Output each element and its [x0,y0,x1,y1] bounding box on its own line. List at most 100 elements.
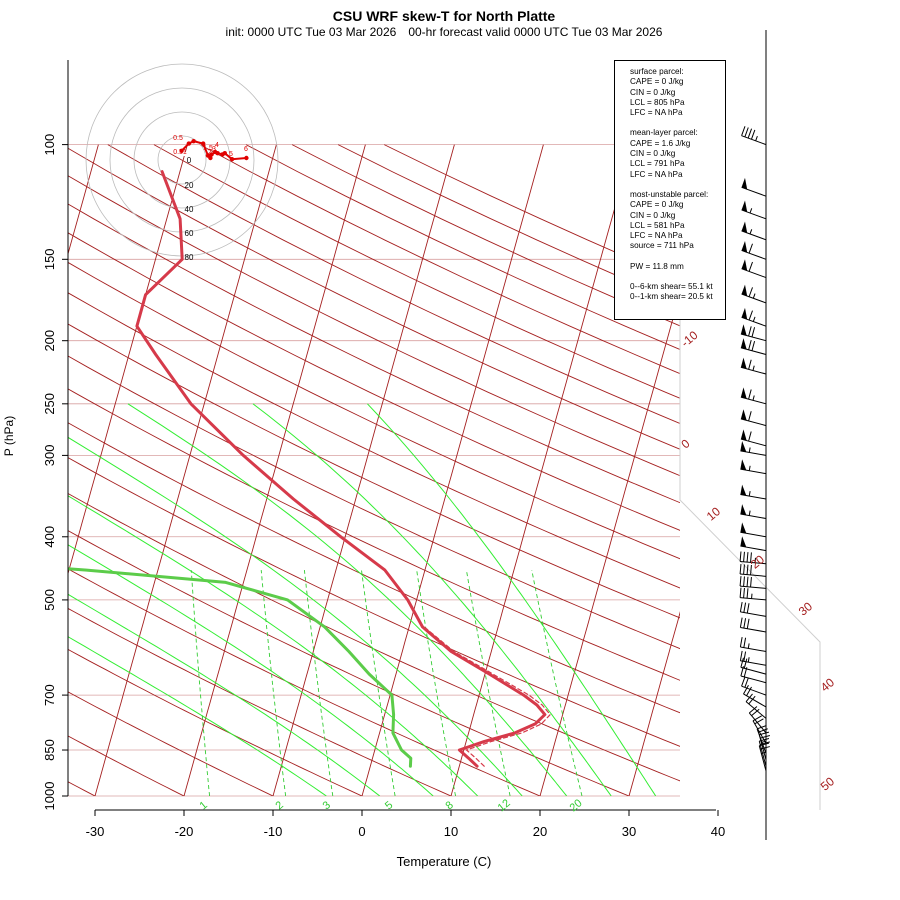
dry-adiabat-line [68,735,186,796]
mixing-ratio-line [416,570,457,796]
x-tick-label: -20 [175,824,194,839]
hodograph-point [201,141,206,146]
wind-barb [740,459,767,475]
isotherm-label: 0 [678,436,692,451]
moist-adiabat-line [68,636,327,796]
surface-lcl: LCL = 805 hPa [630,97,685,107]
x-tick-label: -30 [86,824,105,839]
surface-cin: CIN = 0 J/kg [630,87,676,97]
wind-barb [739,576,767,589]
isotherm-line [68,144,188,576]
isotherm-label: 30 [796,599,815,619]
wind-barb [745,693,767,719]
hodograph-height-label: 1.5 [203,145,213,152]
temperature-line [135,170,547,768]
wind-barb [758,742,770,771]
x-tick-label: 10 [444,824,458,839]
x-tick-label: 20 [533,824,547,839]
isotherm-line [272,144,455,796]
dry-adiabat-line [199,144,680,375]
hodograph-height-label: 6 [244,146,248,153]
dry-adiabat-line [68,388,680,681]
y-tick-label: 200 [42,330,57,352]
hodograph-point [213,149,218,155]
wind-barb-column [739,30,770,840]
hodograph-point [191,139,196,144]
forecast-valid-time: 00-hr forecast valid 0000 UTC Tue 03 Mar… [408,25,663,39]
mixing-ratio-line [303,570,334,796]
init-time: init: 0000 UTC Tue 03 Mar 2026 [225,25,397,39]
wind-barb [739,617,767,633]
hodograph-height-label: 0.5 [173,135,183,142]
wind-barb [740,357,767,375]
x-tick-label: -10 [264,824,283,839]
moist-adiabat-lines [68,403,657,796]
hodograph-ring-label: 60 [185,229,194,238]
shear-0-6km: 0--6-km shear= 55.1 kt [630,282,713,292]
wind-barb [741,126,767,146]
most-unstable-source: source = 711 hPa [630,241,694,251]
hodograph-point [244,155,249,161]
moist-adiabat-line [252,403,612,796]
parcel-info-box: surface parcel: CAPE = 0 J/kg CIN = 0 J/… [614,60,726,320]
wind-barb [741,200,767,220]
isotherm-line [183,144,366,796]
y-tick-label: 500 [42,589,57,611]
hodograph-point [186,141,191,146]
dry-adiabat-line [68,203,680,504]
hodograph-point [205,153,211,158]
dewpoint-line [68,567,413,768]
wind-barb [740,429,767,447]
surface-lfc: LFC = NA hPa [630,108,683,118]
wind-barb [748,706,767,734]
isotherm-label: -10 [678,328,701,350]
hodograph-point [209,152,214,157]
most-unstable-cape: CAPE = 0 J/kg [630,200,684,210]
most-unstable-heading: most-unstable parcel: [630,189,709,199]
isotherm-line [361,144,544,796]
precipitable-water: PW = 11.8 mm [630,261,684,271]
hodograph-height-label: 4 [215,142,219,149]
dry-adiabat-line [245,144,680,350]
wind-barb [740,324,767,342]
dry-adiabat-line [68,232,680,531]
isotherm-label: 50 [818,774,837,794]
dry-adiabat-line [68,261,680,560]
dry-adiabat-line [68,648,364,796]
chart-title: CSU WRF skew-T for North Platte [332,8,556,24]
dry-adiabat-line [68,175,680,477]
moist-adiabat-line [68,495,479,796]
most-unstable-cin: CIN = 0 J/kg [630,210,676,220]
hodograph-height-label: 0.51 [173,149,187,156]
y-axis-label: P (hPa) [2,416,16,456]
most-unstable-lcl: LCL = 581 hPa [630,220,685,230]
wind-barb [739,587,767,601]
isotherm-label: 40 [818,675,837,695]
wind-barb [743,685,767,708]
wind-barb [739,637,767,652]
hodograph-point [229,157,235,162]
x-tick-label: 30 [622,824,636,839]
wind-barb [740,409,767,427]
dry-adiabat-line [68,147,680,450]
wind-barb [752,715,767,744]
hodograph-point [220,152,225,157]
y-tick-label: 1000 [42,782,57,811]
isotherm-line [807,145,900,796]
dry-adiabat-line [68,607,453,796]
dry-adiabat-line [68,422,680,714]
wind-barb [740,387,767,405]
wind-barb [740,522,767,538]
mean-layer-lfc: LFC = NA hPa [630,169,683,179]
mean-layer-cape: CAPE = 1.6 J/kg [630,138,691,148]
isotherm-line [628,611,680,796]
hodograph-height-label: 5 [229,151,233,158]
dry-adiabat-line [68,530,631,796]
dry-adiabat-line [68,568,542,796]
mean-layer-heading: mean-layer parcel: [630,128,698,138]
surface-cape: CAPE = 0 J/kg [630,77,684,87]
moist-adiabat-line [68,436,523,796]
mixing-ratio-line [531,570,583,796]
dry-adiabat-line [107,144,680,424]
